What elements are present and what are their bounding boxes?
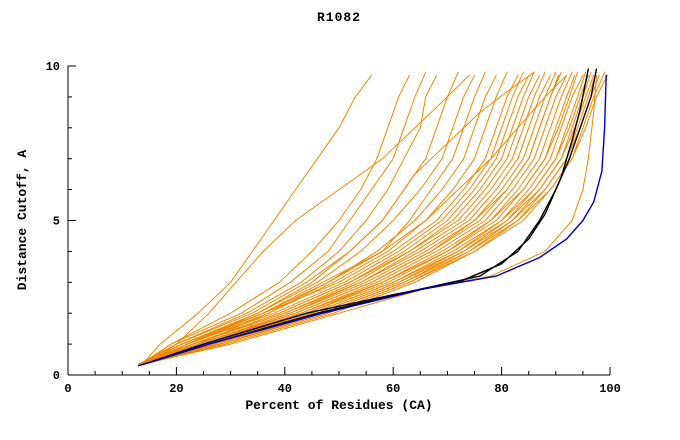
curve-ensemble	[143, 71, 562, 365]
curve-ensemble	[154, 74, 559, 361]
curve-reference	[137, 74, 607, 367]
curve-ensemble	[143, 74, 608, 365]
curve-ensemble	[143, 74, 540, 364]
x-axis-label: Percent of Residues (CA)	[245, 398, 433, 413]
curve-ensemble	[143, 71, 592, 364]
curve-ensemble	[143, 71, 535, 364]
y-tick-label: 0	[53, 369, 60, 383]
chart-title: R1082	[316, 10, 361, 25]
x-tick-label: 20	[169, 382, 183, 396]
curve-ensemble	[143, 71, 427, 364]
curve-ensemble	[138, 74, 568, 367]
curve-ensemble	[148, 74, 597, 364]
curve-ensemble	[148, 71, 597, 364]
curve-ensemble	[138, 74, 600, 367]
x-tick-label: 40	[278, 382, 292, 396]
curve-ensemble	[143, 71, 606, 364]
curve-ensemble	[143, 71, 508, 364]
x-tick-label: 80	[494, 382, 508, 396]
curve-ensemble	[143, 74, 475, 364]
curve-ensemble	[148, 71, 524, 364]
curve-ensemble	[148, 71, 587, 362]
curve-ensemble	[148, 71, 546, 362]
curve-highlight	[143, 68, 589, 365]
curve-ensemble	[138, 74, 530, 367]
y-tick-label: 5	[53, 215, 60, 229]
curve-ensemble	[143, 74, 372, 364]
curve-ensemble	[143, 74, 519, 365]
curve-ensemble	[154, 74, 568, 361]
curve-ensemble	[138, 74, 497, 367]
curve-ensemble	[143, 74, 470, 364]
x-tick-label: 60	[386, 382, 400, 396]
x-tick-label: 100	[599, 382, 621, 396]
curve-ensemble	[143, 74, 584, 364]
curve-ensemble	[138, 74, 410, 367]
y-tick-label: 10	[46, 60, 60, 74]
curve-ensemble	[138, 71, 535, 367]
x-tick-label: 0	[64, 382, 71, 396]
curve-highlight	[148, 68, 598, 364]
curve-ensemble	[148, 74, 438, 364]
curve-ensemble	[148, 71, 573, 364]
